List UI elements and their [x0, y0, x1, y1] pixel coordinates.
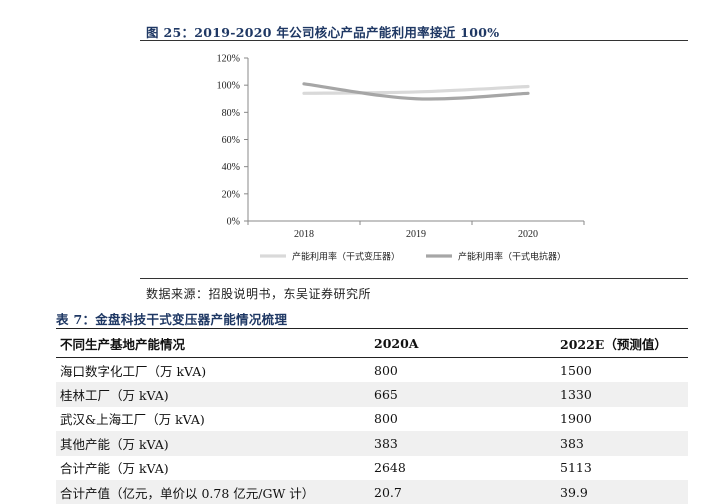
table-cell: 20.7	[370, 479, 556, 504]
table-cell: 海口数字化工厂（万 kVA)	[60, 363, 207, 379]
table-header-row: 不同生产基地产能情况 2020A 2022E（预测值）	[56, 328, 688, 358]
figure-title: 图 25：2019-2020 年公司核心产品产能利用率接近 100%	[146, 25, 500, 40]
table-row: 合计产能（万 kVA) 2648 5113	[56, 456, 688, 480]
header-cell: 不同生产基地产能情况	[56, 328, 370, 358]
table-cell: 5113	[560, 460, 592, 476]
series-line-1	[302, 84, 530, 95]
y-tick-label: 80%	[222, 108, 240, 119]
table-cell: 桂林工厂（万 kVA)	[56, 382, 370, 407]
figure-bottom-rule	[140, 278, 688, 279]
table-cell: 383	[370, 431, 556, 456]
table-row: 海口数字化工厂（万 kVA) 800 1500	[56, 358, 688, 383]
legend-label-1: 产能利用率（干式变压器）	[292, 251, 400, 262]
table-title: 表 7：金盘科技干式变压器产能情况梳理	[56, 312, 288, 327]
table-cell: 383	[556, 431, 688, 456]
line-chart: 0% 20% 40% 60% 80% 100% 120% 2018 2019 2020 产能利用率（…	[217, 54, 585, 262]
table-cell: 武汉&上海工厂（万 kVA)	[60, 412, 205, 428]
legend-label-2: 产能利用率（干式电抗器）	[458, 251, 566, 262]
table-cell: 665	[370, 382, 556, 407]
series-line-2	[302, 82, 530, 101]
capacity-table: 不同生产基地产能情况 2020A 2022E（预测值） 海口数字化工厂（万 kV…	[56, 328, 688, 504]
x-tick-label: 2020	[518, 229, 538, 240]
table-cell: 1900	[560, 411, 592, 427]
y-tick-label: 40%	[222, 162, 240, 173]
table-cell: 800	[374, 362, 398, 378]
header-cell: 2020A	[370, 328, 556, 358]
table-cell: 800	[374, 411, 398, 427]
y-tick-label: 20%	[222, 189, 240, 200]
header-cell: 2022E（预测值）	[556, 328, 688, 358]
y-tick-label: 0%	[227, 217, 240, 228]
table-cell: 1330	[556, 382, 688, 407]
y-tick-label: 120%	[217, 54, 240, 65]
x-tick-label: 2019	[406, 229, 426, 240]
table-cell: 其他产能（万 kVA)	[56, 431, 370, 456]
table-cell: 1500	[560, 362, 592, 378]
table-cell: 合计产值（亿元，单价以 0.78 亿元/GW 计）	[56, 479, 370, 504]
table-row: 武汉&上海工厂（万 kVA) 800 1900	[56, 407, 688, 431]
figure-top-rule	[140, 40, 688, 41]
y-tick-label: 100%	[217, 81, 240, 92]
table-cell: 39.9	[556, 479, 688, 504]
table-row: 合计产值（亿元，单价以 0.78 亿元/GW 计） 20.7 39.9	[56, 479, 688, 504]
table-row: 其他产能（万 kVA) 383 383	[56, 431, 688, 456]
table-row: 桂林工厂（万 kVA) 665 1330	[56, 382, 688, 407]
x-tick-label: 2018	[294, 229, 314, 240]
y-tick-label: 60%	[222, 135, 240, 146]
table-cell: 合计产能（万 kVA)	[60, 461, 169, 477]
source-note: 数据来源：招股说明书，东吴证券研究所	[146, 287, 372, 301]
table-cell: 2648	[374, 460, 406, 476]
